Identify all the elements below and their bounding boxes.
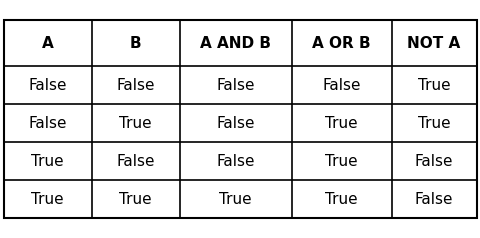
- Text: True: True: [325, 154, 358, 169]
- Text: B: B: [130, 35, 141, 50]
- Text: True: True: [325, 115, 358, 130]
- Text: False: False: [116, 154, 155, 169]
- Text: False: False: [415, 154, 453, 169]
- Text: A: A: [42, 35, 53, 50]
- Text: False: False: [216, 154, 255, 169]
- Text: True: True: [119, 115, 152, 130]
- Bar: [3, 20, 477, 218]
- Text: True: True: [31, 154, 64, 169]
- Text: NOT A: NOT A: [408, 35, 461, 50]
- Text: False: False: [415, 192, 453, 207]
- Text: False: False: [216, 115, 255, 130]
- Text: True: True: [418, 115, 450, 130]
- Text: False: False: [216, 78, 255, 93]
- Text: A AND B: A AND B: [200, 35, 271, 50]
- Text: True: True: [418, 78, 450, 93]
- Text: True: True: [325, 192, 358, 207]
- Text: False: False: [28, 115, 67, 130]
- Text: True: True: [31, 192, 64, 207]
- Text: False: False: [28, 78, 67, 93]
- Text: False: False: [116, 78, 155, 93]
- Text: True: True: [119, 192, 152, 207]
- Text: A OR B: A OR B: [312, 35, 371, 50]
- Text: False: False: [322, 78, 361, 93]
- Text: True: True: [219, 192, 252, 207]
